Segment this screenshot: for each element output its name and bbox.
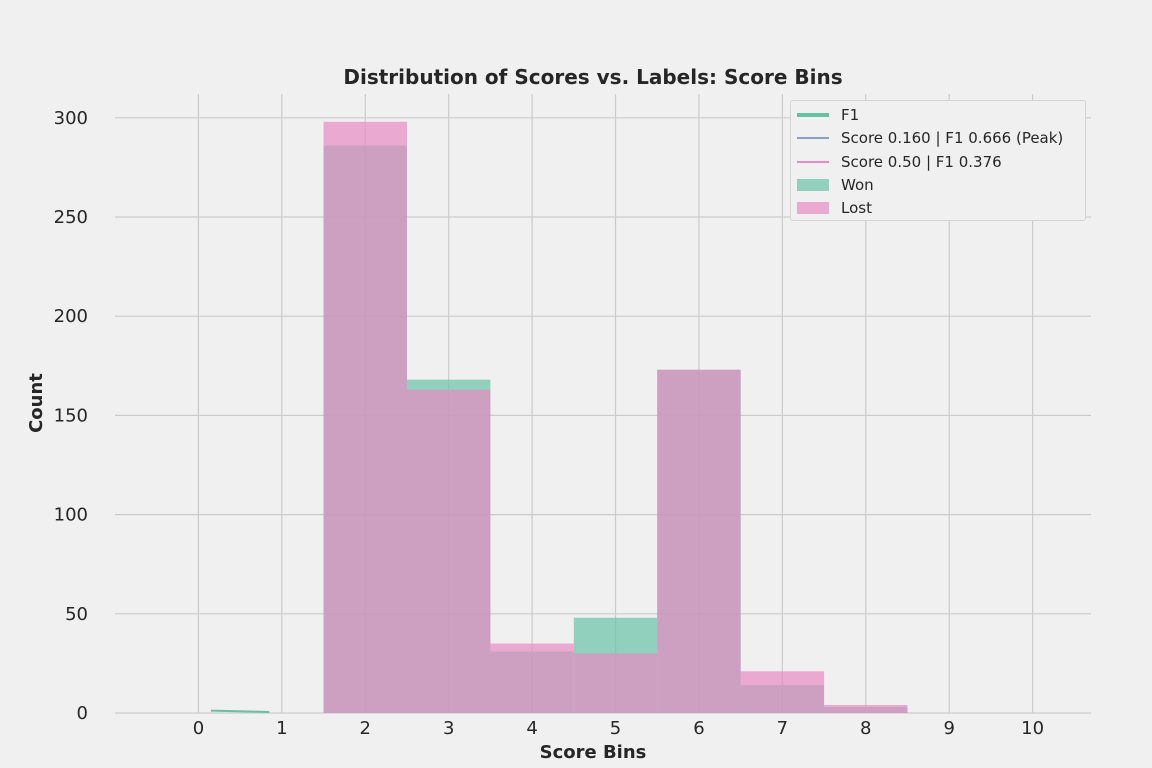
lost-bars	[323, 121, 908, 714]
y-tick-label: 300	[54, 108, 88, 129]
legend-swatch	[797, 137, 829, 139]
y-axis-label: Count	[26, 373, 47, 433]
x-tick-label: 0	[193, 718, 204, 739]
y-tick-labels: 0 50 100 150 200 250 300	[54, 108, 88, 724]
legend-item-score-050: Score 0.50 | F1 0.376	[797, 153, 1002, 171]
x-tick-label: 2	[360, 718, 371, 739]
chart-title: Distribution of Scores vs. Labels: Score…	[343, 65, 842, 89]
bar-lost	[490, 643, 574, 713]
bar-lost	[573, 653, 658, 713]
x-tick-label: 4	[526, 718, 537, 739]
y-tick-label: 200	[54, 306, 88, 327]
x-tick-label: 8	[860, 718, 871, 739]
f1-line-path	[210, 709, 270, 714]
legend-label: Score 0.50 | F1 0.376	[841, 153, 1002, 171]
y-tick-label: 150	[54, 405, 88, 426]
x-tick-labels: 0 1 2 3 4 5 6 7 8 9 10	[193, 718, 1044, 739]
legend-item-f1: F1	[797, 106, 859, 124]
x-tick-label: 9	[943, 718, 954, 739]
legend-label: Score 0.160 | F1 0.666 (Peak)	[841, 129, 1064, 147]
legend-label: F1	[841, 106, 860, 124]
x-tick-label: 1	[276, 718, 287, 739]
f1-line	[210, 709, 270, 714]
y-tick-label: 250	[54, 207, 88, 228]
legend-item-won: Won	[797, 176, 874, 194]
bar-lost	[323, 121, 407, 714]
x-axis-label: Score Bins	[540, 742, 647, 763]
legend-label: Lost	[841, 199, 872, 217]
bar-lost	[657, 369, 741, 713]
bar-lost	[740, 671, 825, 713]
x-tick-label: 6	[693, 718, 704, 739]
y-tick-label: 0	[77, 703, 88, 724]
legend-swatch	[797, 202, 829, 214]
x-tick-label: 3	[443, 718, 454, 739]
x-tick-label: 10	[1021, 718, 1044, 739]
x-tick-label: 5	[610, 718, 621, 739]
y-tick-label: 100	[54, 505, 88, 526]
legend-label: Won	[841, 176, 874, 194]
legend-item-peak: Score 0.160 | F1 0.666 (Peak)	[797, 129, 1063, 147]
x-tick-label: 7	[777, 718, 788, 739]
bar-lost	[824, 705, 908, 713]
legend-item-lost: Lost	[797, 199, 872, 217]
y-tick-label: 50	[65, 604, 88, 625]
legend-swatch	[797, 113, 829, 117]
bar-lost	[406, 389, 491, 713]
legend-swatch	[797, 161, 829, 163]
legend-swatch	[797, 179, 829, 191]
legend: F1 Score 0.160 | F1 0.666 (Peak) Score 0…	[790, 100, 1086, 221]
